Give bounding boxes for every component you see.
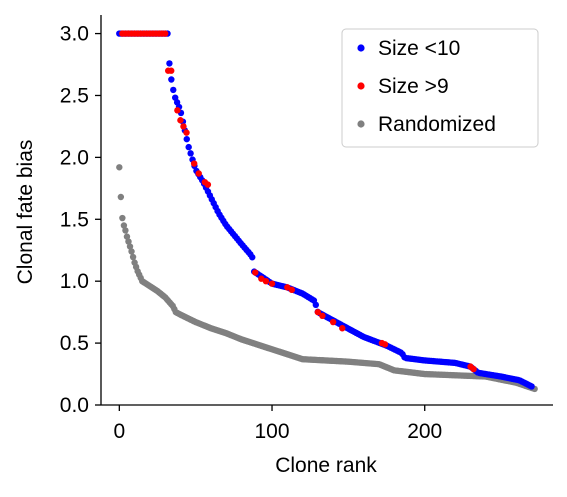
data-point	[122, 227, 129, 234]
x-tick-label: 100	[255, 420, 290, 443]
axes-layer: 0 100 200 0.0 0.5 1.0 1.5 2.0 2.5 3.0 Clone rank…	[14, 15, 553, 477]
data-point	[161, 30, 169, 37]
legend: Size <10 Size >9 Randomized	[341, 28, 539, 148]
data-point	[183, 129, 190, 136]
data-point	[128, 248, 135, 255]
data-point	[314, 308, 322, 316]
data-point	[126, 243, 134, 250]
data-point	[170, 86, 177, 94]
data-point	[183, 135, 190, 143]
data-point	[129, 253, 137, 261]
data-point	[177, 117, 184, 124]
data-point	[168, 67, 175, 74]
data-point	[262, 277, 270, 285]
x-ticks: 0 100 200	[113, 405, 442, 443]
x-tick-label: 0	[113, 420, 125, 443]
y-tick-label: 1.0	[60, 270, 89, 293]
data-point	[204, 181, 212, 188]
y-tick-label: 2.5	[60, 84, 89, 107]
legend-frame	[341, 28, 539, 148]
data-point	[268, 280, 276, 287]
marks-layer	[116, 30, 538, 393]
data-point	[166, 60, 173, 67]
y-tick-label: 2.0	[60, 146, 89, 169]
data-point	[312, 301, 320, 309]
data-point	[470, 365, 477, 373]
data-point	[125, 238, 132, 245]
data-point	[168, 76, 175, 83]
data-point	[174, 107, 181, 114]
data-point	[381, 341, 389, 348]
x-axis-label: Clone rank	[275, 454, 377, 477]
data-point	[119, 214, 126, 222]
data-point	[329, 318, 337, 326]
x-tick-label: 200	[407, 420, 442, 443]
legend-label-size-lt10: Size <10	[378, 37, 460, 60]
data-point	[180, 123, 187, 130]
y-axis-label: Clonal fate bias	[14, 140, 37, 285]
series-randomized	[116, 164, 538, 393]
legend-label-size-gt9: Size >9	[378, 75, 449, 98]
data-point	[288, 286, 296, 294]
data-point	[187, 150, 194, 157]
data-point	[190, 160, 198, 167]
y-ticks: 0.0 0.5 1.0 1.5 2.0 2.5 3.0	[60, 23, 101, 417]
y-tick-label: 1.5	[60, 208, 89, 231]
series-size-9	[119, 30, 477, 373]
data-point	[319, 312, 326, 320]
data-point	[252, 269, 259, 276]
legend-marker-randomized	[357, 120, 365, 128]
data-point	[339, 325, 346, 332]
data-point	[116, 164, 123, 171]
legend-marker-size-lt10	[357, 44, 365, 52]
data-point	[120, 222, 128, 229]
data-point	[528, 383, 535, 390]
data-point	[185, 143, 192, 151]
y-tick-label: 0.5	[60, 332, 89, 355]
data-point	[195, 170, 202, 177]
y-tick-label: 0.0	[60, 394, 89, 417]
legend-marker-size-gt9	[357, 82, 365, 90]
data-point	[123, 233, 131, 240]
data-point	[249, 254, 256, 261]
data-point	[117, 193, 125, 201]
y-tick-label: 3.0	[60, 23, 89, 46]
legend-label-randomized: Randomized	[378, 113, 496, 136]
